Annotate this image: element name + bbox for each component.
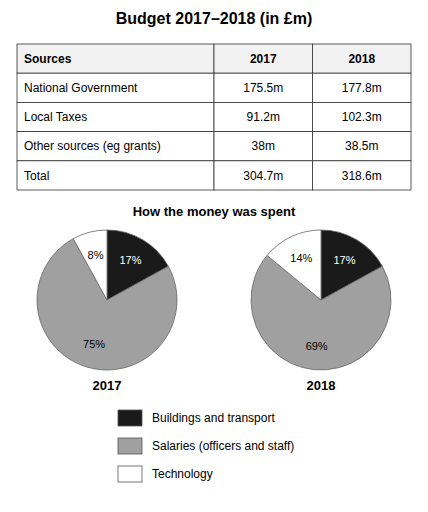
pie-slice	[267, 230, 321, 300]
table-cell	[214, 73, 313, 102]
series-label: 2018	[307, 378, 336, 393]
table-header-text: 2018	[348, 52, 375, 66]
table-cell-text: 177.8m	[342, 81, 382, 95]
legend-label: Buildings and transport	[152, 411, 275, 425]
data-label: 14%	[290, 252, 312, 264]
table-cell-text: 318.6m	[342, 169, 382, 183]
table-cell-text: 38m	[252, 139, 275, 153]
table-cell	[17, 161, 214, 190]
table-header-text: Sources	[24, 52, 72, 66]
table-cell	[214, 132, 313, 161]
table-header-cell	[313, 44, 412, 73]
table-cell	[313, 73, 412, 102]
table-cell	[214, 102, 313, 131]
series-label: 2017	[93, 378, 122, 393]
table: Sources 2017 2018 National Government 175.5m…	[17, 44, 411, 190]
pie: 17% 69% 14%	[251, 230, 391, 370]
table-cell	[313, 132, 412, 161]
legend-label: Technology	[152, 467, 213, 481]
table-cell	[313, 161, 412, 190]
data-label: 17%	[120, 254, 142, 266]
legend-item: Buildings and transport	[118, 410, 275, 426]
legend: Buildings and transport Salaries (officer…	[118, 410, 294, 482]
table-header-text: 2017	[250, 52, 277, 66]
table-cell-text: Other sources (eg grants)	[24, 139, 161, 153]
table-cell	[214, 161, 313, 190]
chart-root: Budget 2017–2018 (in £m) Sources 2017 2018 N…	[0, 0, 428, 512]
data-label: 8%	[88, 249, 104, 261]
data-label: 17%	[334, 254, 356, 266]
table-cell-text: 175.5m	[243, 81, 283, 95]
data-label: 75%	[83, 338, 105, 350]
table-cell	[17, 132, 214, 161]
pie-slice	[73, 230, 107, 300]
table-cell-text: National Government	[24, 81, 138, 95]
table-cell	[313, 102, 412, 131]
legend-swatch	[118, 438, 142, 454]
table-cell-text: Local Taxes	[24, 110, 87, 124]
table-cell	[17, 102, 214, 131]
pie: 17% 75% 8%	[37, 230, 177, 370]
table-cell-text: 38.5m	[345, 139, 378, 153]
table-header-cell	[17, 44, 214, 73]
legend-item: Technology	[118, 466, 213, 482]
title: Budget 2017–2018 (in £m)	[116, 10, 313, 27]
table-cell-text: 304.7m	[243, 169, 283, 183]
table-cell	[17, 73, 214, 102]
table-header-cell	[214, 44, 313, 73]
legend-item: Salaries (officers and staff)	[118, 438, 294, 454]
legend-swatch	[118, 466, 142, 482]
legend-swatch	[118, 410, 142, 426]
data-label: 69%	[306, 340, 328, 352]
table-cell-text: 102.3m	[342, 110, 382, 124]
legend-label: Salaries (officers and staff)	[152, 439, 294, 453]
table-cell-text: 91.2m	[247, 110, 280, 124]
table-cell-text: Total	[24, 169, 49, 183]
pie-title: How the money was spent	[133, 204, 296, 219]
